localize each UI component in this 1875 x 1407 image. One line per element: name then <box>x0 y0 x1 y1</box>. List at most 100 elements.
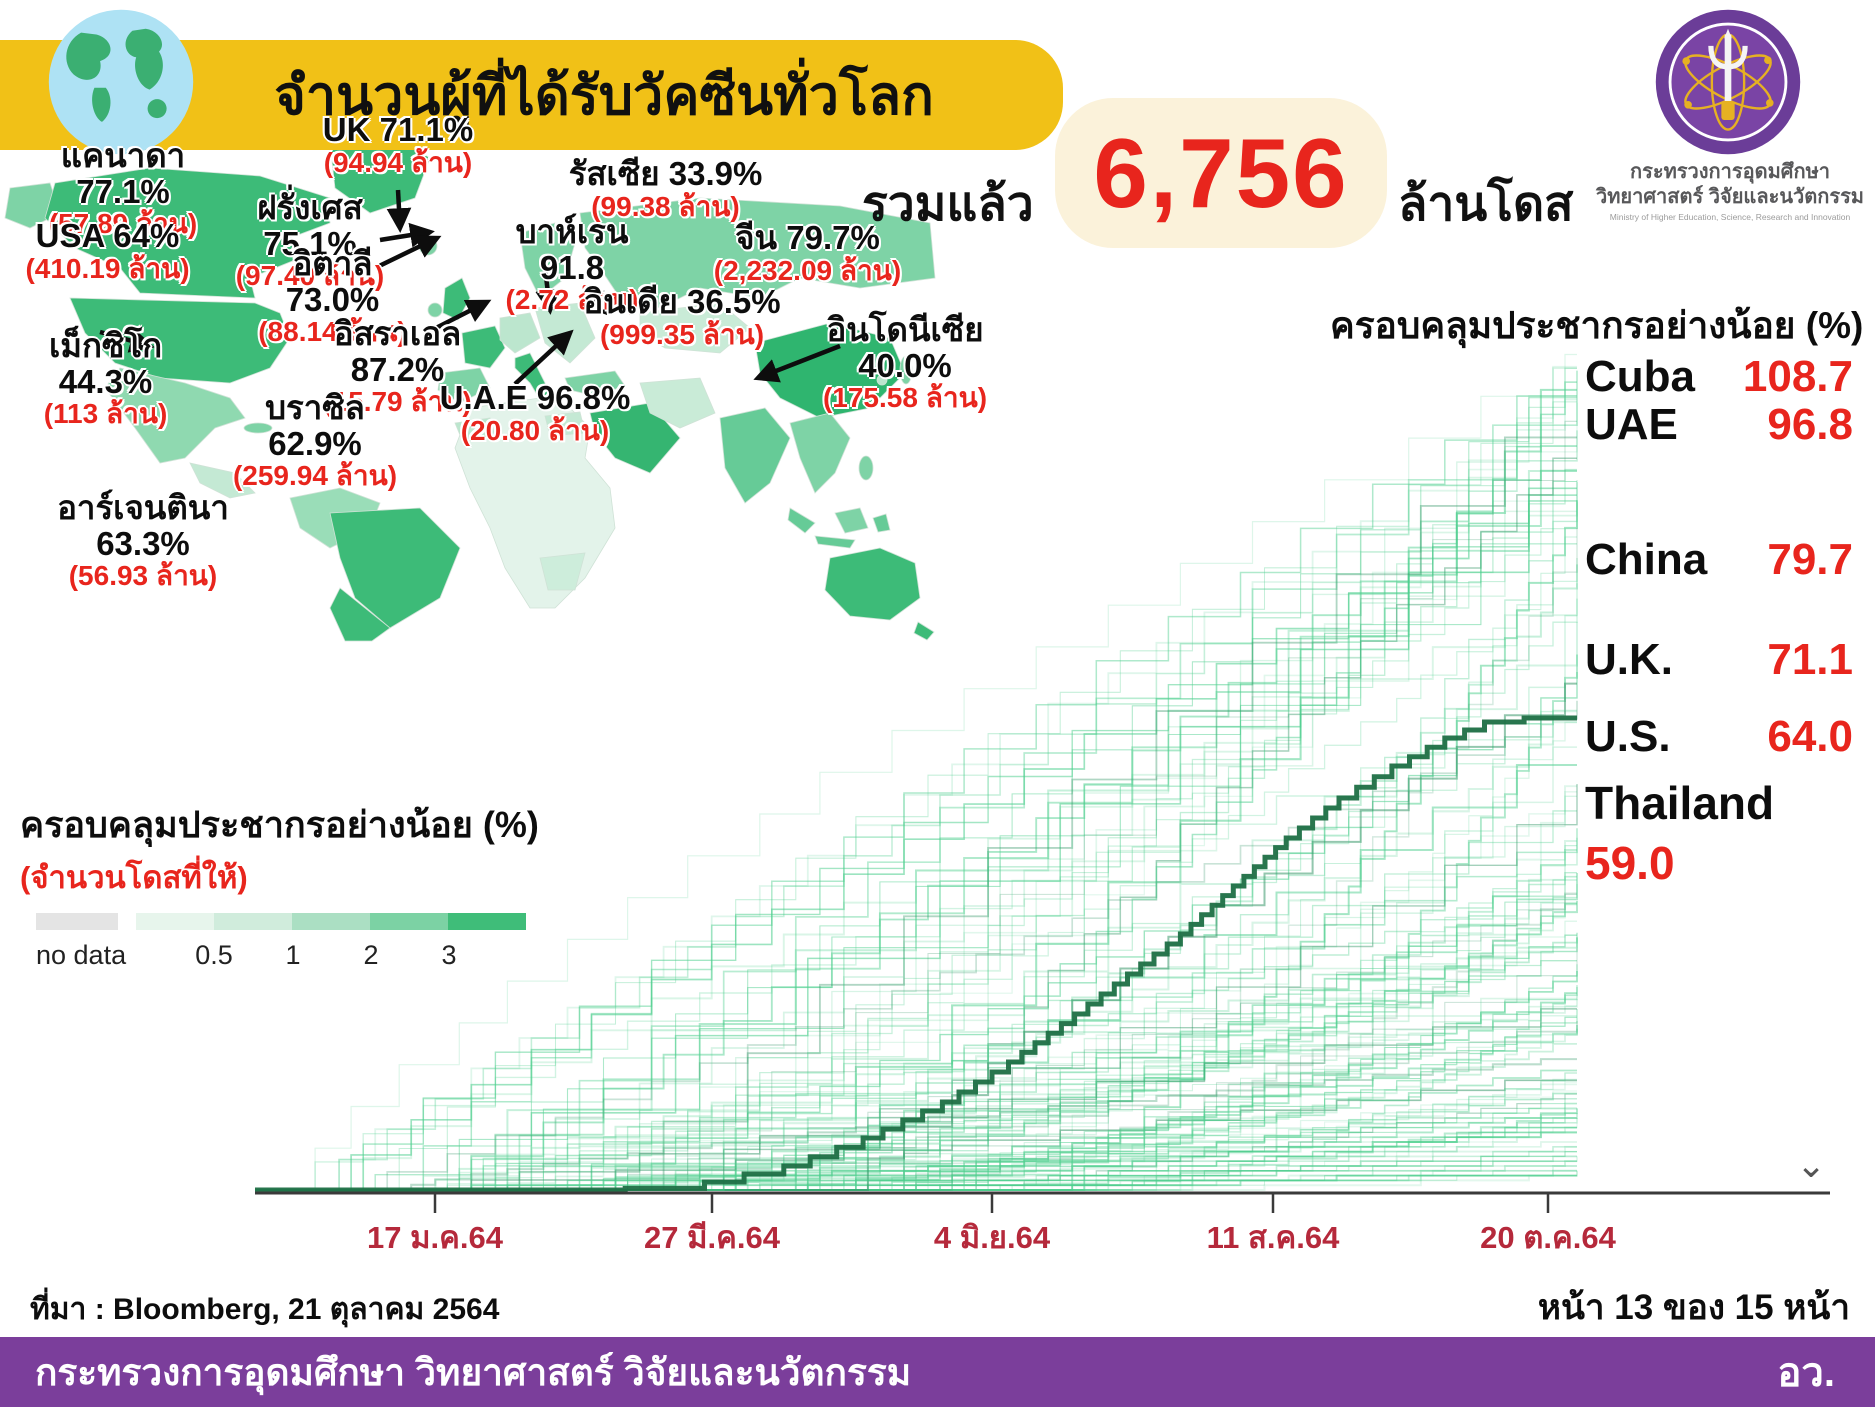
country-coverage: บาห์เรน 91.8 <box>515 213 629 286</box>
ministry-logo <box>1655 9 1801 155</box>
chevron-down-icon[interactable]: ⌄ <box>1796 1144 1827 1185</box>
ranking-country: U.K. <box>1585 635 1673 684</box>
map-label-russia: รัสเซีย 33.9% (99.38 ล้าน) <box>568 156 763 222</box>
x-tick-label-4: 11 ส.ค.64 <box>1206 1220 1340 1255</box>
ranking-value-thailand: 59.0 <box>1585 837 1675 889</box>
country-coverage: อิสราเอล 87.2% <box>333 315 462 388</box>
x-tick-label-2: 27 มี.ค.64 <box>644 1220 780 1255</box>
scale-label-05: 0.5 <box>195 940 233 970</box>
ranking-title: ครอบคลุมประชากรอย่างน้อย (%) <box>1330 305 1864 346</box>
world-choropleth-map <box>4 135 936 642</box>
total-prefix-label: รวมแล้ว <box>862 178 1034 231</box>
country-doses: (97.40 ล้าน) <box>235 260 385 292</box>
ministry-logo-caption: กระทรวงการอุดมศึกษา วิทยาศาสตร์ วิจัยและ… <box>1590 160 1870 222</box>
map-label-uae: U.A.E 96.8% (20.80 ล้าน) <box>435 380 635 446</box>
ranking-row-china: China 79.7 <box>1585 535 1853 585</box>
country-doses: (259.94 ล้าน) <box>232 460 398 492</box>
total-doses-value: 6,756 <box>1093 117 1349 228</box>
map-label-china: จีน 79.7% (2,232.09 ล้าน) <box>695 220 920 286</box>
map-label-mexico: เม็กซิโก 44.3% (113 ล้าน) <box>8 328 203 429</box>
country-doses: (94.94 ล้าน) <box>323 146 473 178</box>
country-coverage: จีน 79.7% <box>735 219 880 256</box>
ranking-value: 79.7 <box>1767 535 1853 584</box>
scale-label-3: 3 <box>441 940 457 970</box>
country-doses: (999.35 ล้าน) <box>599 318 765 350</box>
ranking-value: 108.7 <box>1742 352 1853 401</box>
swatch-3 <box>370 913 448 930</box>
ranking-value: 71.1 <box>1767 635 1853 684</box>
ranking-row-thailand: Thailand <box>1585 777 1775 829</box>
footer-ministry-abbr: อว. <box>1777 1351 1835 1395</box>
ministry-name-english: Ministry of Higher Education, Science, R… <box>1609 212 1851 222</box>
map-label-canada: แคนาดา 77.1% (57.89 ล้าน) <box>18 138 228 239</box>
swatch-4 <box>448 913 526 930</box>
country-doses: (57.89 ล้าน) <box>48 208 198 240</box>
legend-title: ครอบคลุมประชากรอย่างน้อย (%) <box>20 804 539 845</box>
country-coverage: อินเดีย 36.5% <box>583 283 781 320</box>
footer-ministry-name: กระทรวงการอุดมศึกษา วิทยาศาสตร์ วิจัยและ… <box>35 1351 912 1393</box>
total-doses-box: 6,756 <box>1055 98 1387 248</box>
ranking-row-us: U.S. 64.0 <box>1585 712 1853 762</box>
label-arrows <box>99 189 841 386</box>
country-doses: (2.72 ล้าน) <box>505 284 639 316</box>
swatch-1 <box>214 913 292 930</box>
swatch-2 <box>292 913 370 930</box>
country-doses: (410.19 ล้าน) <box>25 252 190 284</box>
ranking-country: UAE <box>1585 400 1678 449</box>
country-coverage: แคนาดา 77.1% <box>60 137 186 210</box>
x-tick-label-3: 4 มิ.ย.64 <box>933 1220 1051 1255</box>
total-suffix-label: ล้านโดส <box>1398 178 1574 231</box>
map-label-usa: USA 64% (410.19 ล้าน) <box>25 218 190 284</box>
map-label-brazil: บราซิล 62.9% (259.94 ล้าน) <box>215 390 415 491</box>
country-doses: (99.38 ล้าน) <box>591 190 740 222</box>
country-coverage: เม็กซิโก 44.3% <box>48 327 163 400</box>
ranking-value: 64.0 <box>1767 712 1853 761</box>
map-label-bahrain: บาห์เรน 91.8 (2.72 ล้าน) <box>482 214 662 315</box>
country-coverage: USA 64% <box>35 217 180 254</box>
country-doses: (175.58 ล้าน) <box>822 382 988 414</box>
country-coverage: อินโดนีเซีย 40.0% <box>826 311 984 384</box>
country-coverage: U.A.E 96.8% <box>439 379 631 416</box>
continents <box>4 135 936 642</box>
country-coverage: อิตาลี 73.0% <box>285 245 380 318</box>
ministry-name-line1: กระทรวงการอุดมศึกษา <box>1630 161 1830 183</box>
scale-label-2: 2 <box>363 940 379 970</box>
ranking-row-uk: U.K. 71.1 <box>1585 635 1853 685</box>
map-label-italy: อิตาลี 73.0% (88.14 ล้าน) <box>245 246 420 347</box>
footer-bar: กระทรวงการอุดมศึกษา วิทยาศาสตร์ วิจัยและ… <box>0 1337 1875 1407</box>
ministry-name-line2: วิทยาศาสตร์ วิจัยและนวัตกรรม <box>1595 186 1864 208</box>
x-tick-label-1: 17 ม.ค.64 <box>367 1220 503 1255</box>
map-label-france: ฝรั่งเศส 75.1% (97.40 ล้าน) <box>210 190 410 291</box>
map-label-israel: อิสราเอล 87.2% (15.79 ล้าน) <box>290 316 505 417</box>
map-label-argentina: อาร์เจนตินา 63.3% (56.93 ล้าน) <box>18 490 268 591</box>
country-doses: (20.80 ล้าน) <box>460 414 610 446</box>
ranking-value: 96.8 <box>1767 400 1853 449</box>
ranking-row-cuba: Cuba 108.7 <box>1585 352 1853 402</box>
ranking-row-uae: UAE 96.8 <box>1585 400 1853 450</box>
swatch-0 <box>136 913 214 930</box>
scale-label-1: 1 <box>285 940 301 970</box>
ranking-country: China <box>1585 535 1708 584</box>
country-doses: (113 ล้าน) <box>43 398 168 430</box>
x-tick-label-5: 20 ต.ค.64 <box>1480 1220 1616 1255</box>
country-coverage: ฝรั่งเศส 75.1% <box>257 189 363 262</box>
map-label-india: อินเดีย 36.5% (999.35 ล้าน) <box>582 284 782 350</box>
ranking-country: U.S. <box>1585 712 1671 761</box>
globe-icon <box>48 9 194 155</box>
page-number: หน้า 13 ของ 15 หน้า <box>1537 1288 1850 1327</box>
country-coverage: บราซิล 62.9% <box>265 389 365 462</box>
legend-subtitle: (จำนวนโดสที่ให้) <box>20 860 248 895</box>
country-doses: (56.93 ล้าน) <box>68 560 218 592</box>
country-doses: (2,232.09 ล้าน) <box>713 254 902 286</box>
country-coverage: UK 71.1% <box>322 111 474 148</box>
source-credit: ที่มา : Bloomberg, 21 ตุลาคม 2564 <box>30 1293 500 1326</box>
map-label-indonesia: อินโดนีเซีย 40.0% (175.58 ล้าน) <box>780 312 1030 413</box>
country-doses: (88.14 ล้าน) <box>258 316 407 348</box>
country-doses: (15.79 ล้าน) <box>323 386 472 418</box>
ranking-country: Cuba <box>1585 352 1695 401</box>
country-coverage: อาร์เจนตินา 63.3% <box>57 489 229 562</box>
swatch-no-data <box>36 913 118 930</box>
map-label-uk: UK 71.1% (94.94 ล้าน) <box>308 112 488 178</box>
